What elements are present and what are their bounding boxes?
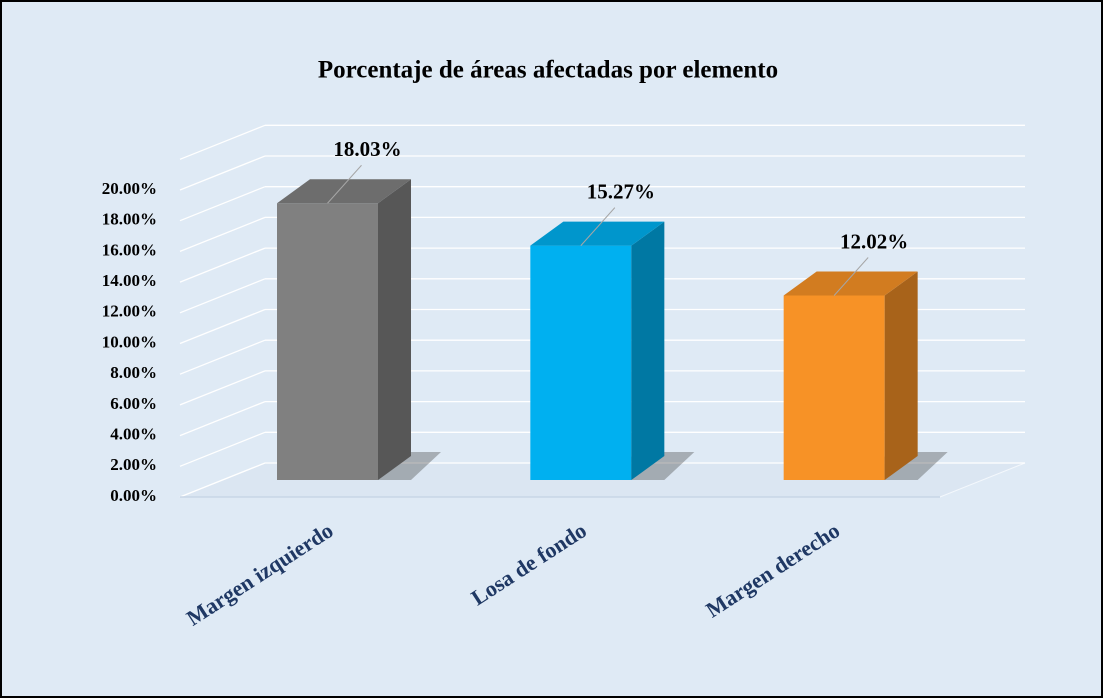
leader-line [580, 207, 616, 246]
bar-top [783, 271, 918, 296]
grid-line [179, 278, 266, 314]
grid-line [179, 155, 266, 191]
y-tick-label: 6.00% [110, 394, 157, 413]
grid-line [179, 462, 266, 498]
y-tick-label: 10.00% [102, 332, 157, 351]
bar-top [277, 179, 411, 204]
value-label: 12.02% [840, 229, 908, 253]
y-tick-label: 12.00% [102, 302, 157, 321]
grid-line [179, 216, 266, 253]
y-tick-label: 8.00% [110, 363, 157, 382]
grid-line [179, 247, 266, 283]
y-tick-label: 20.00% [102, 179, 157, 198]
grid-line [179, 400, 266, 437]
grid-line [179, 186, 266, 222]
bar [783, 295, 885, 480]
bar-side [631, 221, 665, 480]
y-tick-label: 4.00% [110, 425, 157, 444]
y-tick-label: 14.00% [102, 271, 157, 290]
bar [530, 245, 632, 480]
leader-line [327, 164, 362, 204]
value-label: 15.27% [587, 179, 655, 203]
grid-line [179, 370, 266, 406]
bar [277, 203, 378, 480]
bar-side [884, 271, 918, 480]
bar-top [530, 221, 665, 246]
y-tick-label: 18.00% [102, 210, 157, 229]
y-tick-label: 0.00% [110, 486, 157, 505]
grid-line [179, 308, 266, 345]
value-label: 18.03% [333, 137, 401, 161]
leader-line [833, 257, 869, 296]
y-tick-label: 16.00% [102, 240, 157, 259]
y-tick-label: 2.00% [110, 455, 157, 474]
bar-side [378, 179, 411, 480]
grid-line [179, 124, 266, 160]
grid-line [179, 431, 266, 467]
grid-line [179, 339, 266, 375]
chart-title: Porcentaje de áreas afectadas por elemen… [318, 57, 778, 84]
